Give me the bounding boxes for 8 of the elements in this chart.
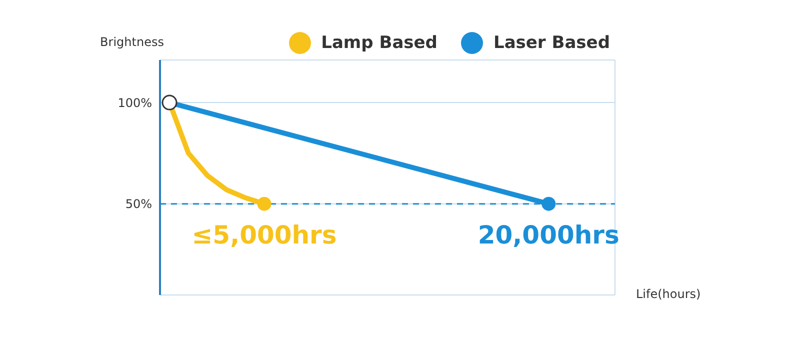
y-tick-label: 100% <box>118 96 152 110</box>
annotation: ≤5,000hrs <box>192 220 337 250</box>
y-tick-label: 50% <box>125 197 152 212</box>
annotation: 20,000hrs <box>478 220 620 250</box>
legend-label: Lamp Based <box>320 32 438 54</box>
legend-label: Laser Based <box>492 32 610 54</box>
x-axis-title: Life(hours) <box>636 287 701 301</box>
y-axis-title: Brightness <box>100 35 164 49</box>
